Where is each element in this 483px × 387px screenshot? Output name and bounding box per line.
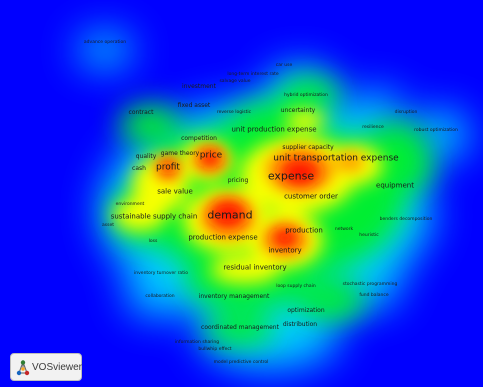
- keyword-label[interactable]: distribution: [282, 321, 318, 328]
- keyword-label[interactable]: price: [199, 150, 223, 161]
- keyword-label[interactable]: cash: [132, 165, 146, 172]
- app-name: VOSviewer: [32, 362, 83, 373]
- keyword-label[interactable]: bullwhip effect: [198, 346, 232, 352]
- keyword-label[interactable]: loss: [148, 238, 158, 244]
- keyword-label[interactable]: customer order: [284, 192, 338, 201]
- keyword-label[interactable]: investment: [182, 83, 216, 90]
- keyword-label[interactable]: production: [285, 226, 323, 235]
- keyword-label[interactable]: coordinated management: [201, 324, 279, 331]
- keyword-label[interactable]: disruption: [394, 109, 418, 115]
- keyword-label[interactable]: asset: [102, 222, 114, 228]
- keyword-label[interactable]: information sharing: [174, 339, 220, 345]
- keyword-label[interactable]: loop supply chain: [276, 283, 316, 289]
- keyword-label[interactable]: heuristic: [359, 232, 379, 238]
- keyword-label[interactable]: fixed asset: [177, 102, 211, 109]
- keyword-label[interactable]: production expense: [188, 233, 258, 242]
- keyword-label[interactable]: salvage value: [219, 78, 251, 84]
- keyword-label[interactable]: robust optimization: [414, 127, 458, 133]
- keyword-label[interactable]: optimization: [287, 307, 325, 314]
- keyword-label[interactable]: game theory: [160, 150, 200, 157]
- keyword-label[interactable]: model predictive control: [213, 359, 269, 365]
- keyword-label[interactable]: unit production expense: [231, 125, 317, 134]
- keyword-label[interactable]: demand: [207, 208, 253, 222]
- keyword-label[interactable]: resilience: [362, 124, 384, 130]
- keyword-label[interactable]: unit transportation expense: [273, 153, 399, 164]
- keyword-label[interactable]: collaboration: [145, 293, 175, 299]
- keyword-label[interactable]: residual inventory: [223, 263, 287, 272]
- keyword-label[interactable]: hybrid optimization: [284, 92, 328, 98]
- keyword-label[interactable]: contract: [128, 109, 154, 116]
- keyword-label[interactable]: profit: [156, 162, 180, 173]
- keyword-label[interactable]: expense: [267, 169, 315, 183]
- keyword-label[interactable]: pricing: [227, 177, 249, 184]
- keyword-label[interactable]: environment: [115, 201, 145, 207]
- keyword-label[interactable]: network: [334, 226, 354, 232]
- keyword-label[interactable]: long-term interest rate: [227, 71, 279, 77]
- keyword-label[interactable]: fund balance: [359, 292, 389, 298]
- keyword-label[interactable]: stochastic programming: [342, 281, 398, 287]
- keyword-label[interactable]: advance operation: [83, 39, 127, 45]
- keyword-label[interactable]: inventory management: [198, 293, 270, 300]
- keyword-label[interactable]: inventory turnover ratio: [134, 270, 188, 276]
- keyword-label[interactable]: uncertainty: [280, 107, 316, 114]
- keyword-label[interactable]: reverse logistic: [216, 109, 252, 115]
- keyword-label[interactable]: sale value: [157, 187, 193, 196]
- keyword-label[interactable]: competition: [181, 135, 217, 142]
- keyword-label[interactable]: inventory: [268, 246, 302, 255]
- keyword-label[interactable]: equipment: [376, 181, 414, 190]
- network-logo-icon: [16, 360, 30, 376]
- keyword-label[interactable]: car use: [275, 62, 293, 68]
- vosviewer-logo: VOSviewer: [10, 353, 82, 381]
- keyword-label[interactable]: sustainable supply chain: [110, 212, 198, 221]
- keyword-label[interactable]: supplier capacity: [282, 144, 334, 151]
- keyword-label[interactable]: benders decomposition: [379, 216, 433, 222]
- keyword-label[interactable]: quality: [135, 153, 157, 160]
